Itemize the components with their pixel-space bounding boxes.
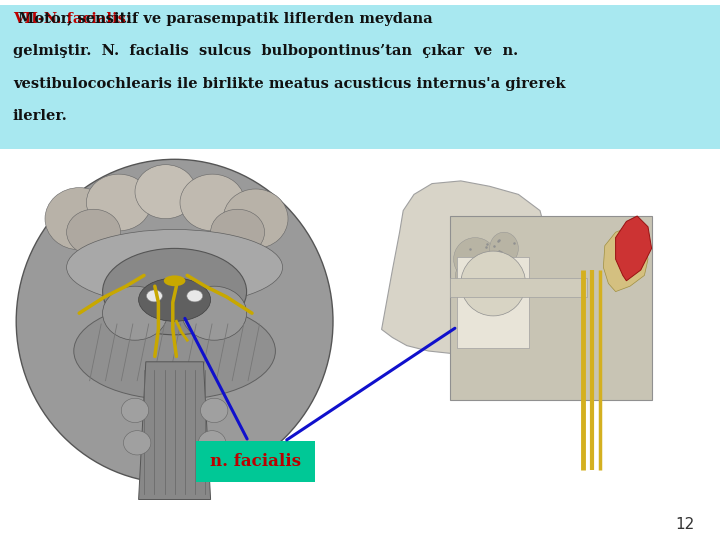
FancyBboxPatch shape: [7, 154, 342, 510]
FancyBboxPatch shape: [457, 256, 529, 348]
Text: 12: 12: [675, 517, 695, 532]
Text: VII-N. facialis:: VII-N. facialis:: [13, 12, 131, 26]
Ellipse shape: [102, 286, 167, 340]
Ellipse shape: [461, 251, 526, 316]
FancyBboxPatch shape: [356, 162, 713, 494]
Ellipse shape: [121, 399, 149, 422]
Ellipse shape: [200, 399, 228, 422]
Ellipse shape: [187, 290, 203, 302]
Ellipse shape: [181, 286, 246, 340]
Ellipse shape: [73, 302, 275, 400]
Ellipse shape: [124, 431, 151, 455]
Polygon shape: [138, 362, 210, 500]
FancyBboxPatch shape: [0, 148, 720, 540]
Ellipse shape: [147, 290, 162, 302]
Text: Motor, sensitif ve parasempatik liflerden meydana: Motor, sensitif ve parasempatik liflerde…: [13, 12, 433, 26]
FancyBboxPatch shape: [450, 278, 587, 297]
Text: gelmiştir.  N.  facialis  sulcus  bulbopontinus’tan  çıkar  ve  n.: gelmiştir. N. facialis sulcus bulboponti…: [13, 44, 518, 58]
FancyBboxPatch shape: [450, 216, 652, 400]
Text: vestibulocochlearis ile birlikte meatus acusticus internus'a girerek: vestibulocochlearis ile birlikte meatus …: [13, 77, 565, 91]
Ellipse shape: [211, 210, 265, 255]
Polygon shape: [616, 216, 652, 281]
Text: n. facialis: n. facialis: [210, 453, 301, 470]
Ellipse shape: [138, 278, 211, 321]
Ellipse shape: [223, 189, 288, 248]
Ellipse shape: [86, 174, 151, 231]
Ellipse shape: [135, 165, 196, 219]
Ellipse shape: [163, 275, 186, 286]
Ellipse shape: [198, 431, 226, 455]
Ellipse shape: [454, 238, 497, 281]
Text: ilerler.: ilerler.: [13, 109, 68, 123]
Polygon shape: [382, 181, 547, 354]
Ellipse shape: [66, 230, 283, 305]
FancyBboxPatch shape: [196, 442, 315, 482]
Ellipse shape: [102, 248, 246, 335]
Ellipse shape: [45, 187, 114, 249]
Ellipse shape: [180, 174, 245, 231]
Ellipse shape: [16, 159, 333, 483]
Ellipse shape: [67, 210, 121, 255]
FancyBboxPatch shape: [0, 5, 720, 148]
Polygon shape: [603, 227, 648, 292]
Ellipse shape: [490, 232, 518, 265]
Ellipse shape: [455, 263, 481, 287]
